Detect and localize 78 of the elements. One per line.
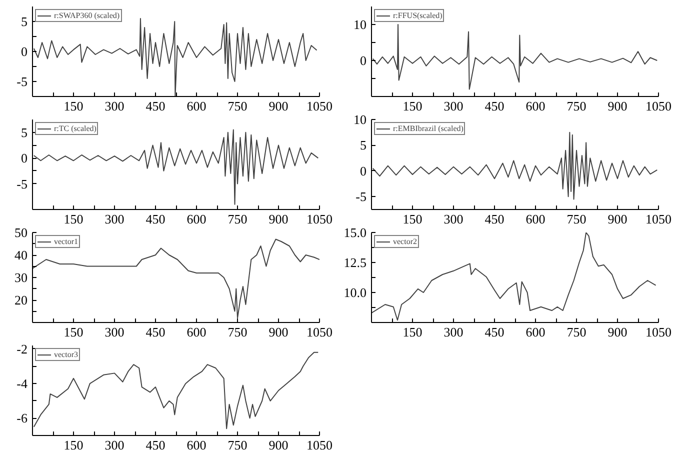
y-tick-label: 15.0 xyxy=(344,225,366,240)
x-tick-label: 150 xyxy=(402,98,422,114)
x-tick-label: 600 xyxy=(526,324,546,340)
y-tick-label: 10.0 xyxy=(344,285,366,300)
x-tick-label: 450 xyxy=(484,212,504,226)
x-tick-label: 150 xyxy=(64,98,84,114)
y-tick-label: 0 xyxy=(360,53,366,68)
x-tick-label: 300 xyxy=(444,212,464,226)
y-tick-label: -4 xyxy=(16,376,28,392)
x-tick-label: 600 xyxy=(186,212,206,226)
x-tick-label: 300 xyxy=(104,212,124,226)
x-tick-label: 450 xyxy=(146,438,166,452)
legend-label: r:FFUS(scaled) xyxy=(393,11,442,20)
x-tick-label: 150 xyxy=(64,438,84,452)
x-tick-label: 300 xyxy=(444,98,464,114)
x-tick-label: 900 xyxy=(268,324,288,340)
x-tick-label: 300 xyxy=(104,324,124,340)
y-tick-label: 50 xyxy=(14,225,28,240)
y-tick-label: 0 xyxy=(360,163,366,178)
y-tick-label: 0 xyxy=(21,44,28,59)
y-tick-label: -5 xyxy=(16,74,28,89)
y-tick-label: 0 xyxy=(21,150,28,166)
x-tick-label: 1050 xyxy=(306,212,332,226)
x-tick-label: 750 xyxy=(566,98,586,114)
x-tick-label: 450 xyxy=(146,98,166,114)
y-tick-label: -5 xyxy=(356,189,367,204)
x-tick-label: 150 xyxy=(64,212,84,226)
x-tick-label: 750 xyxy=(228,98,248,114)
x-tick-label: 450 xyxy=(484,98,504,114)
y-tick-label: -5 xyxy=(16,176,28,192)
x-tick-label: 1050 xyxy=(306,438,332,452)
x-tick-label: 900 xyxy=(268,438,288,452)
x-tick-label: 300 xyxy=(104,438,124,452)
legend-label: r:EMBIbrazil (scaled) xyxy=(393,124,464,133)
x-tick-label: 600 xyxy=(526,212,546,226)
x-tick-label: 1050 xyxy=(646,324,672,340)
legend-label: vector3 xyxy=(54,350,78,359)
x-tick-label: 1050 xyxy=(306,324,332,340)
x-tick-label: 750 xyxy=(566,324,586,340)
x-tick-label: 900 xyxy=(268,98,288,114)
x-tick-label: 300 xyxy=(444,324,464,340)
x-tick-label: 750 xyxy=(228,438,248,452)
x-tick-label: 750 xyxy=(566,212,586,226)
x-tick-label: 1050 xyxy=(646,98,672,114)
legend-label: r:SWAP360 (scaled) xyxy=(54,11,120,20)
y-tick-label: 12.5 xyxy=(344,255,366,270)
x-tick-label: 900 xyxy=(608,98,628,114)
x-tick-label: 900 xyxy=(608,212,628,226)
y-tick-label: 40 xyxy=(14,248,28,262)
x-tick-label: 600 xyxy=(186,324,206,340)
x-tick-label: 450 xyxy=(484,324,504,340)
y-tick-label: -6 xyxy=(16,410,28,426)
legend-label: r:TC (scaled) xyxy=(54,124,96,133)
x-tick-label: 600 xyxy=(186,98,206,114)
y-tick-label: 20 xyxy=(14,292,28,308)
x-tick-label: 600 xyxy=(526,98,546,114)
x-tick-label: 1050 xyxy=(306,98,332,114)
y-tick-label: 30 xyxy=(14,270,28,285)
y-tick-label: 5 xyxy=(21,14,28,29)
y-tick-label: 5 xyxy=(21,124,28,140)
x-tick-label: 1050 xyxy=(646,212,672,226)
x-tick-label: 300 xyxy=(104,98,124,114)
x-tick-label: 750 xyxy=(228,324,248,340)
legend-label: vector2 xyxy=(393,237,417,246)
x-tick-label: 600 xyxy=(186,438,206,452)
x-tick-label: 750 xyxy=(228,212,248,226)
x-tick-label: 900 xyxy=(268,212,288,226)
x-tick-label: 150 xyxy=(402,212,422,226)
legend-label: vector1 xyxy=(54,237,78,246)
y-tick-label: 10 xyxy=(354,17,366,32)
x-tick-label: 150 xyxy=(402,324,422,340)
x-tick-label: 450 xyxy=(146,212,166,226)
y-tick-label: 10 xyxy=(354,112,366,127)
x-tick-label: 150 xyxy=(64,324,84,340)
y-tick-label: 5 xyxy=(360,138,366,153)
x-tick-label: 450 xyxy=(146,324,166,340)
x-tick-label: 900 xyxy=(608,324,628,340)
y-tick-label: -2 xyxy=(16,341,28,356)
